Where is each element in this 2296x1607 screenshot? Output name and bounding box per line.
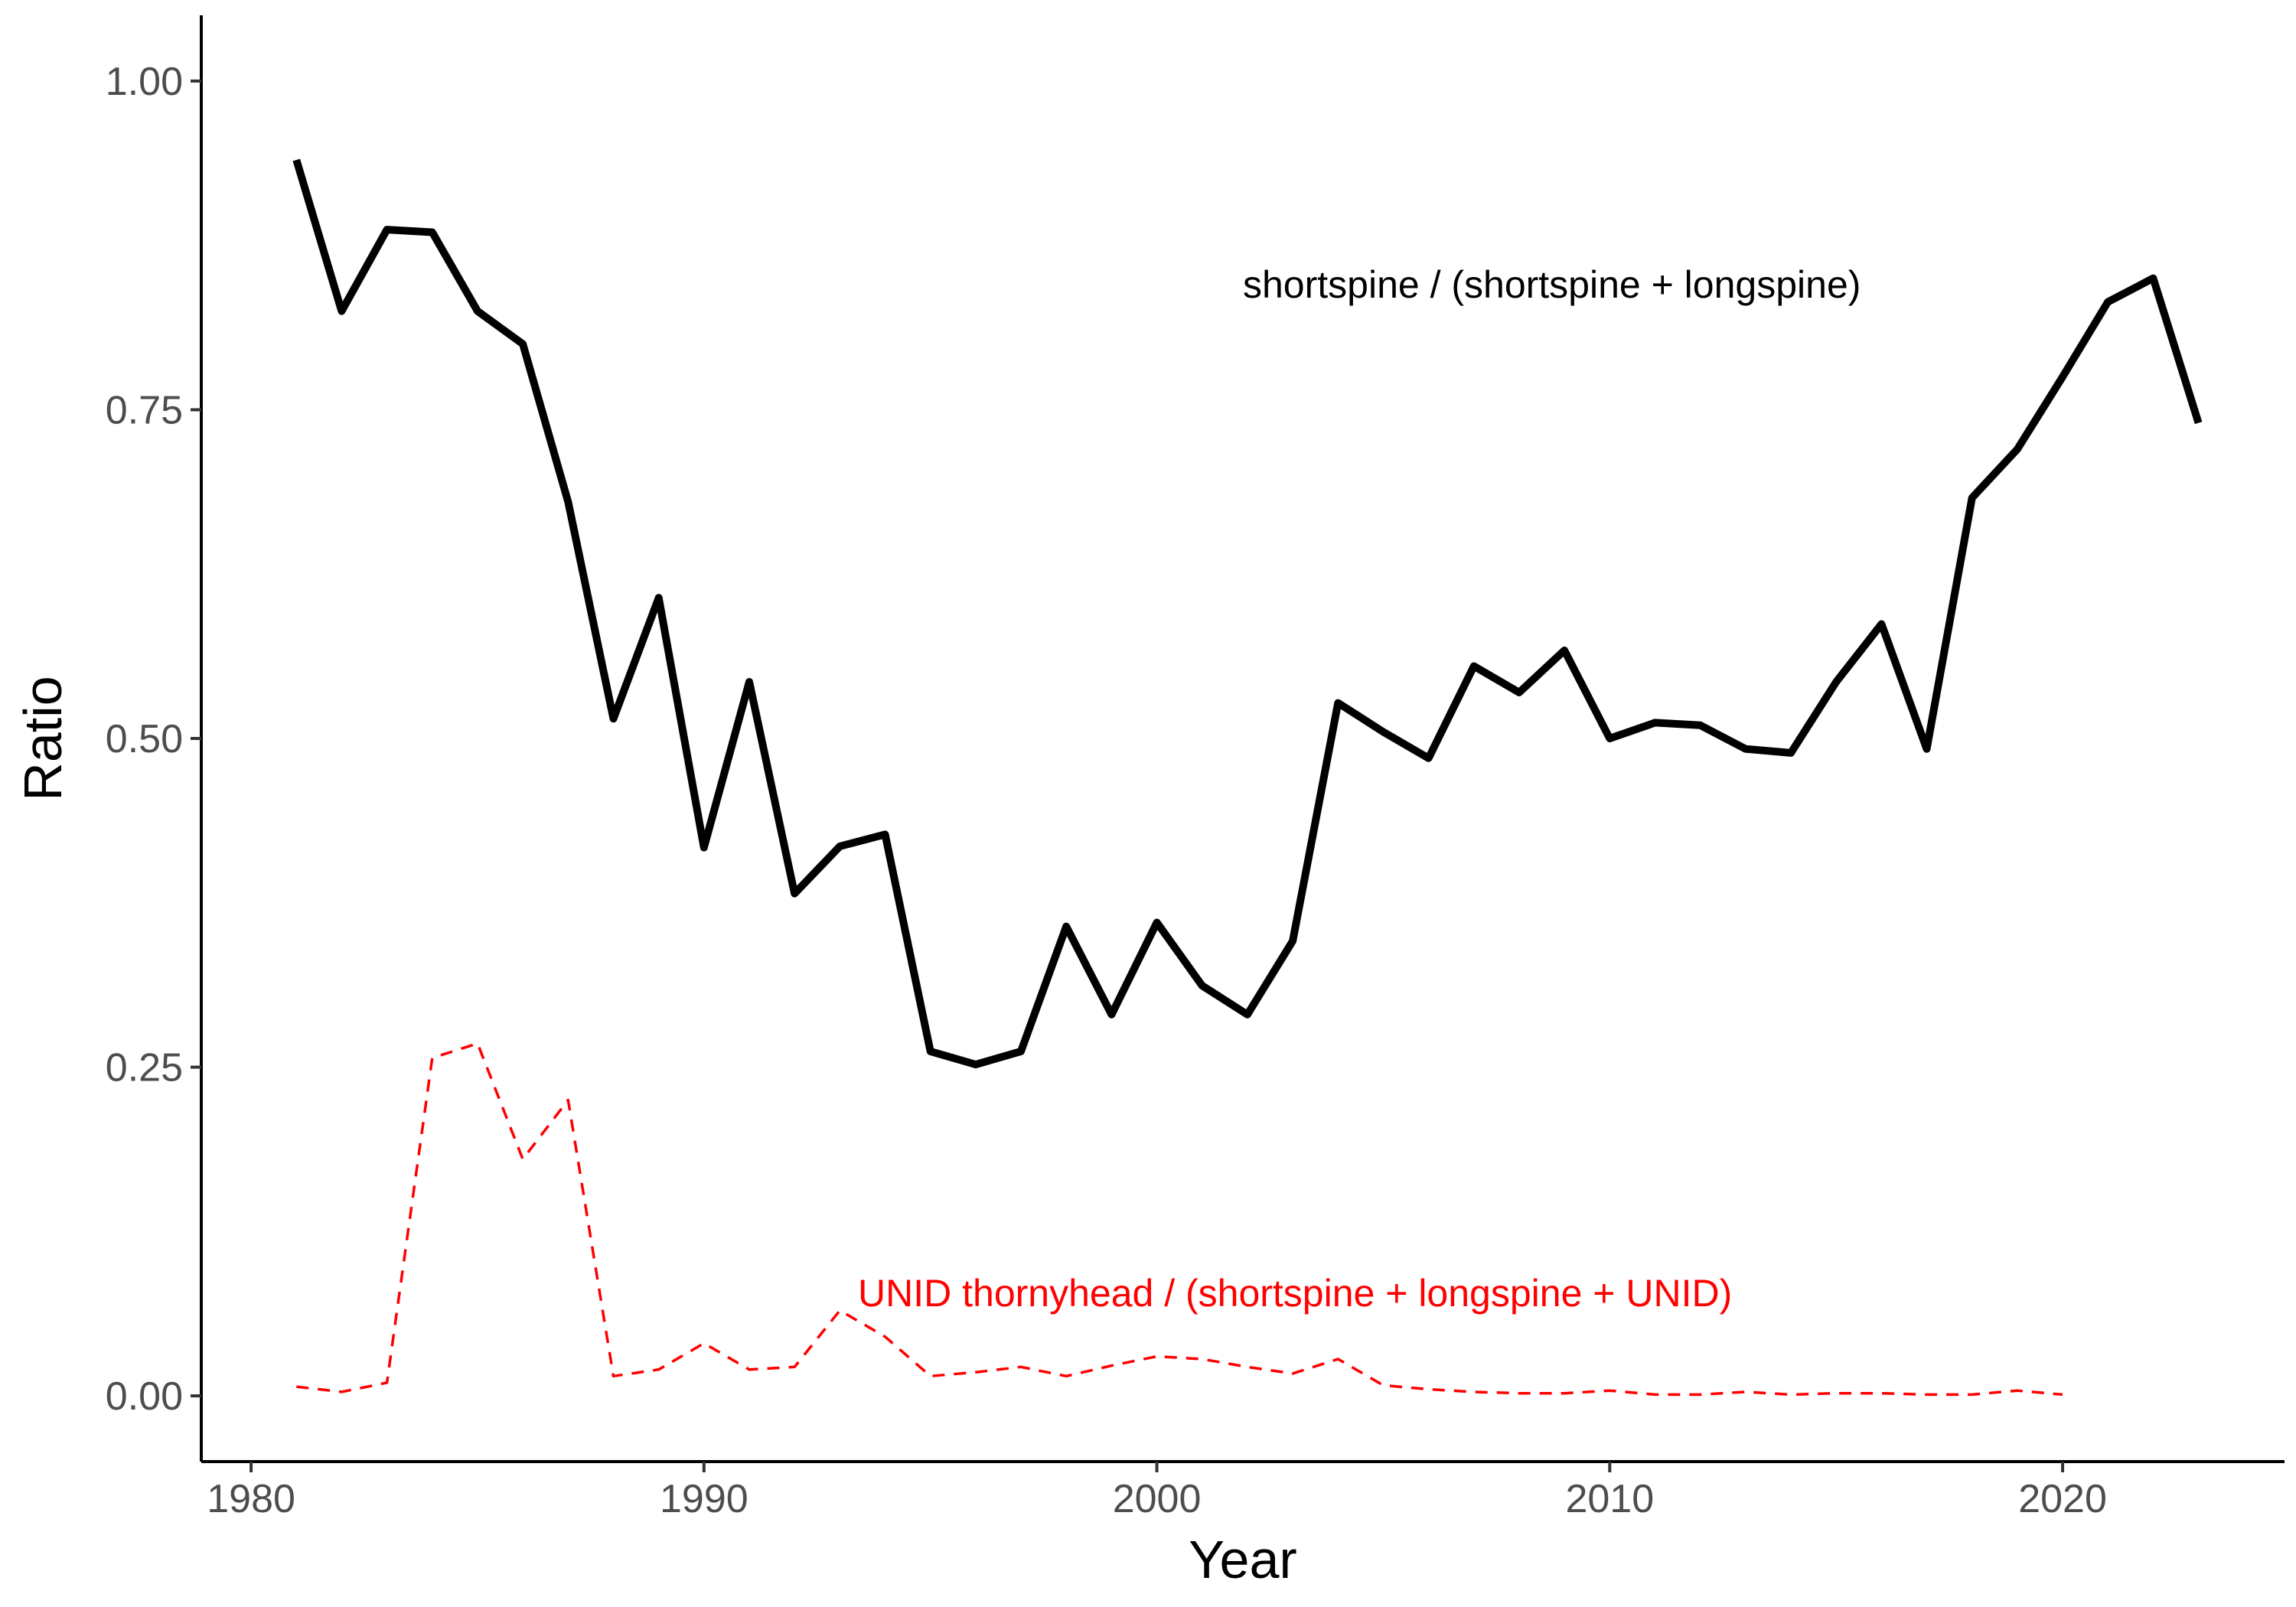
axes-layer: 0.00 0.25 0.50 0.75 1.00 1980 1990 2000 2010 2020… <box>13 15 2285 1589</box>
series-line-1 <box>292 158 2203 1069</box>
x-axis-title: Year <box>1189 1530 1296 1589</box>
y-tick-label: 0.50 <box>106 717 183 761</box>
x-tick-label: 1980 <box>207 1477 295 1521</box>
annotation-label-2: UNID thornyhead / (shortspine + longspin… <box>858 1272 1732 1315</box>
series-line-2 <box>296 1041 2063 1397</box>
annotation-label-1: shortspine / (shortspine + longspine) <box>1243 263 1861 306</box>
annotation-layer: shortspine / (shortspine + longspine) UNI… <box>858 263 1861 1315</box>
x-tick-label: 2010 <box>1565 1477 1654 1521</box>
y-tick-label: 0.75 <box>106 388 183 432</box>
y-tick-label: 0.00 <box>106 1374 183 1419</box>
y-tick-label: 1.00 <box>106 60 183 104</box>
x-tick-label: 1990 <box>660 1477 748 1521</box>
x-tick-label: 2000 <box>1113 1477 1202 1521</box>
series-layer <box>292 158 2203 1397</box>
y-axis-title: Ratio <box>13 676 73 800</box>
x-tick-label: 2020 <box>2018 1477 2107 1521</box>
y-tick-label: 0.25 <box>106 1046 183 1090</box>
